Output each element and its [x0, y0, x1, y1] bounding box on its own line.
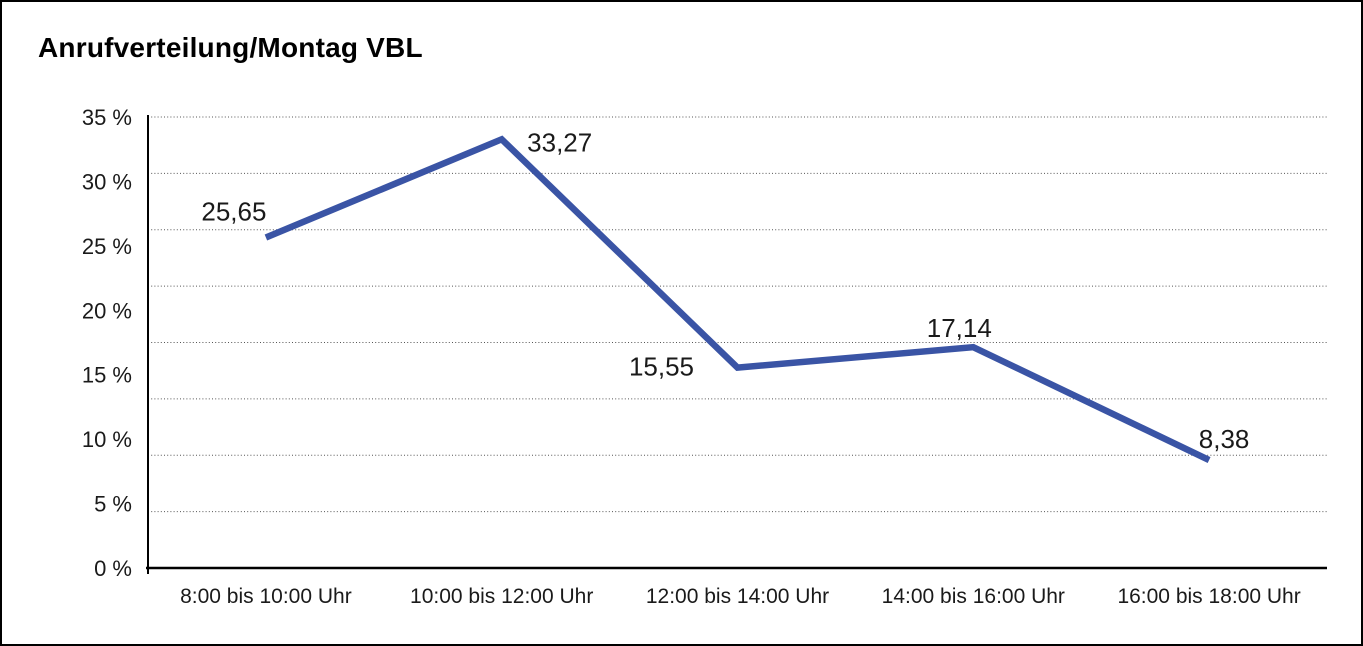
data-label: 15,55: [629, 352, 694, 382]
y-axis-tick-label: 30 %: [82, 169, 132, 194]
data-line: [264, 135, 1211, 463]
y-axis-tick-label: 10 %: [82, 427, 132, 452]
x-axis-category-label: 8:00 bis 10:00 Uhr: [180, 585, 352, 608]
y-axis-tick-label: 35 %: [82, 105, 132, 130]
y-axis-tick-label: 15 %: [82, 363, 132, 388]
y-axis-tick-label: 20 %: [82, 298, 132, 323]
y-axis-tick-label: 5 %: [94, 492, 132, 517]
data-label: 25,65: [201, 196, 266, 226]
y-axis-tick-label: 25 %: [82, 234, 132, 259]
x-axis-category-label: 16:00 bis 18:00 Uhr: [1117, 585, 1300, 608]
x-axis-category-label: 12:00 bis 14:00 Uhr: [646, 585, 829, 608]
data-label: 8,38: [1199, 424, 1250, 454]
chart-title: Anrufverteilung/Montag VBL: [38, 32, 423, 63]
y-axis-tick-label: 0 %: [94, 556, 132, 581]
x-axis-category-label: 14:00 bis 16:00 Uhr: [882, 585, 1065, 608]
x-axis-category-label: 10:00 bis 12:00 Uhr: [410, 585, 593, 608]
data-label: 33,27: [527, 127, 592, 157]
data-label: 17,14: [927, 313, 992, 343]
